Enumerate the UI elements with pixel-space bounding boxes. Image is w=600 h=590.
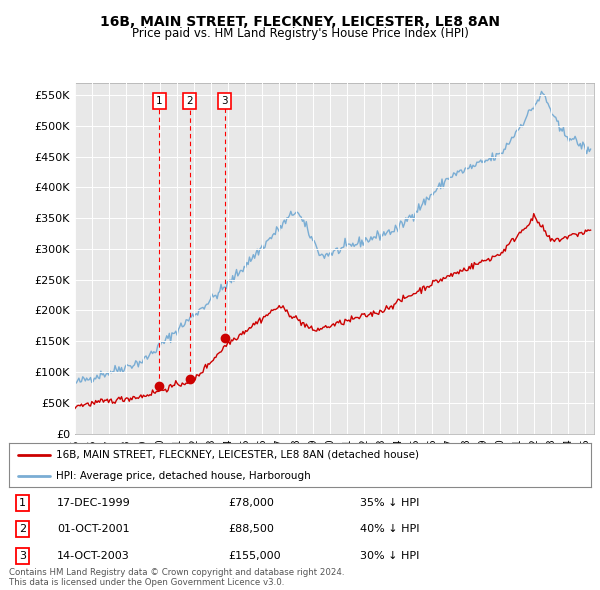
Text: 16B, MAIN STREET, FLECKNEY, LEICESTER, LE8 8AN (detached house): 16B, MAIN STREET, FLECKNEY, LEICESTER, L… [56, 450, 419, 460]
Text: £78,000: £78,000 [228, 498, 274, 507]
Text: Contains HM Land Registry data © Crown copyright and database right 2024.: Contains HM Land Registry data © Crown c… [9, 568, 344, 577]
Text: 17-DEC-1999: 17-DEC-1999 [57, 498, 131, 507]
Text: 14-OCT-2003: 14-OCT-2003 [57, 551, 130, 560]
Text: 1: 1 [19, 498, 26, 507]
Text: 3: 3 [221, 96, 228, 106]
Text: HPI: Average price, detached house, Harborough: HPI: Average price, detached house, Harb… [56, 471, 310, 481]
Text: Price paid vs. HM Land Registry's House Price Index (HPI): Price paid vs. HM Land Registry's House … [131, 27, 469, 40]
Text: 01-OCT-2001: 01-OCT-2001 [57, 525, 130, 534]
Text: £155,000: £155,000 [228, 551, 281, 560]
Text: 30% ↓ HPI: 30% ↓ HPI [360, 551, 419, 560]
Text: 2: 2 [187, 96, 193, 106]
Text: This data is licensed under the Open Government Licence v3.0.: This data is licensed under the Open Gov… [9, 578, 284, 587]
Text: 1: 1 [156, 96, 163, 106]
Text: 35% ↓ HPI: 35% ↓ HPI [360, 498, 419, 507]
Text: 16B, MAIN STREET, FLECKNEY, LEICESTER, LE8 8AN: 16B, MAIN STREET, FLECKNEY, LEICESTER, L… [100, 15, 500, 29]
Text: 2: 2 [19, 525, 26, 534]
Text: 3: 3 [19, 551, 26, 560]
Text: £88,500: £88,500 [228, 525, 274, 534]
Text: 40% ↓ HPI: 40% ↓ HPI [360, 525, 419, 534]
